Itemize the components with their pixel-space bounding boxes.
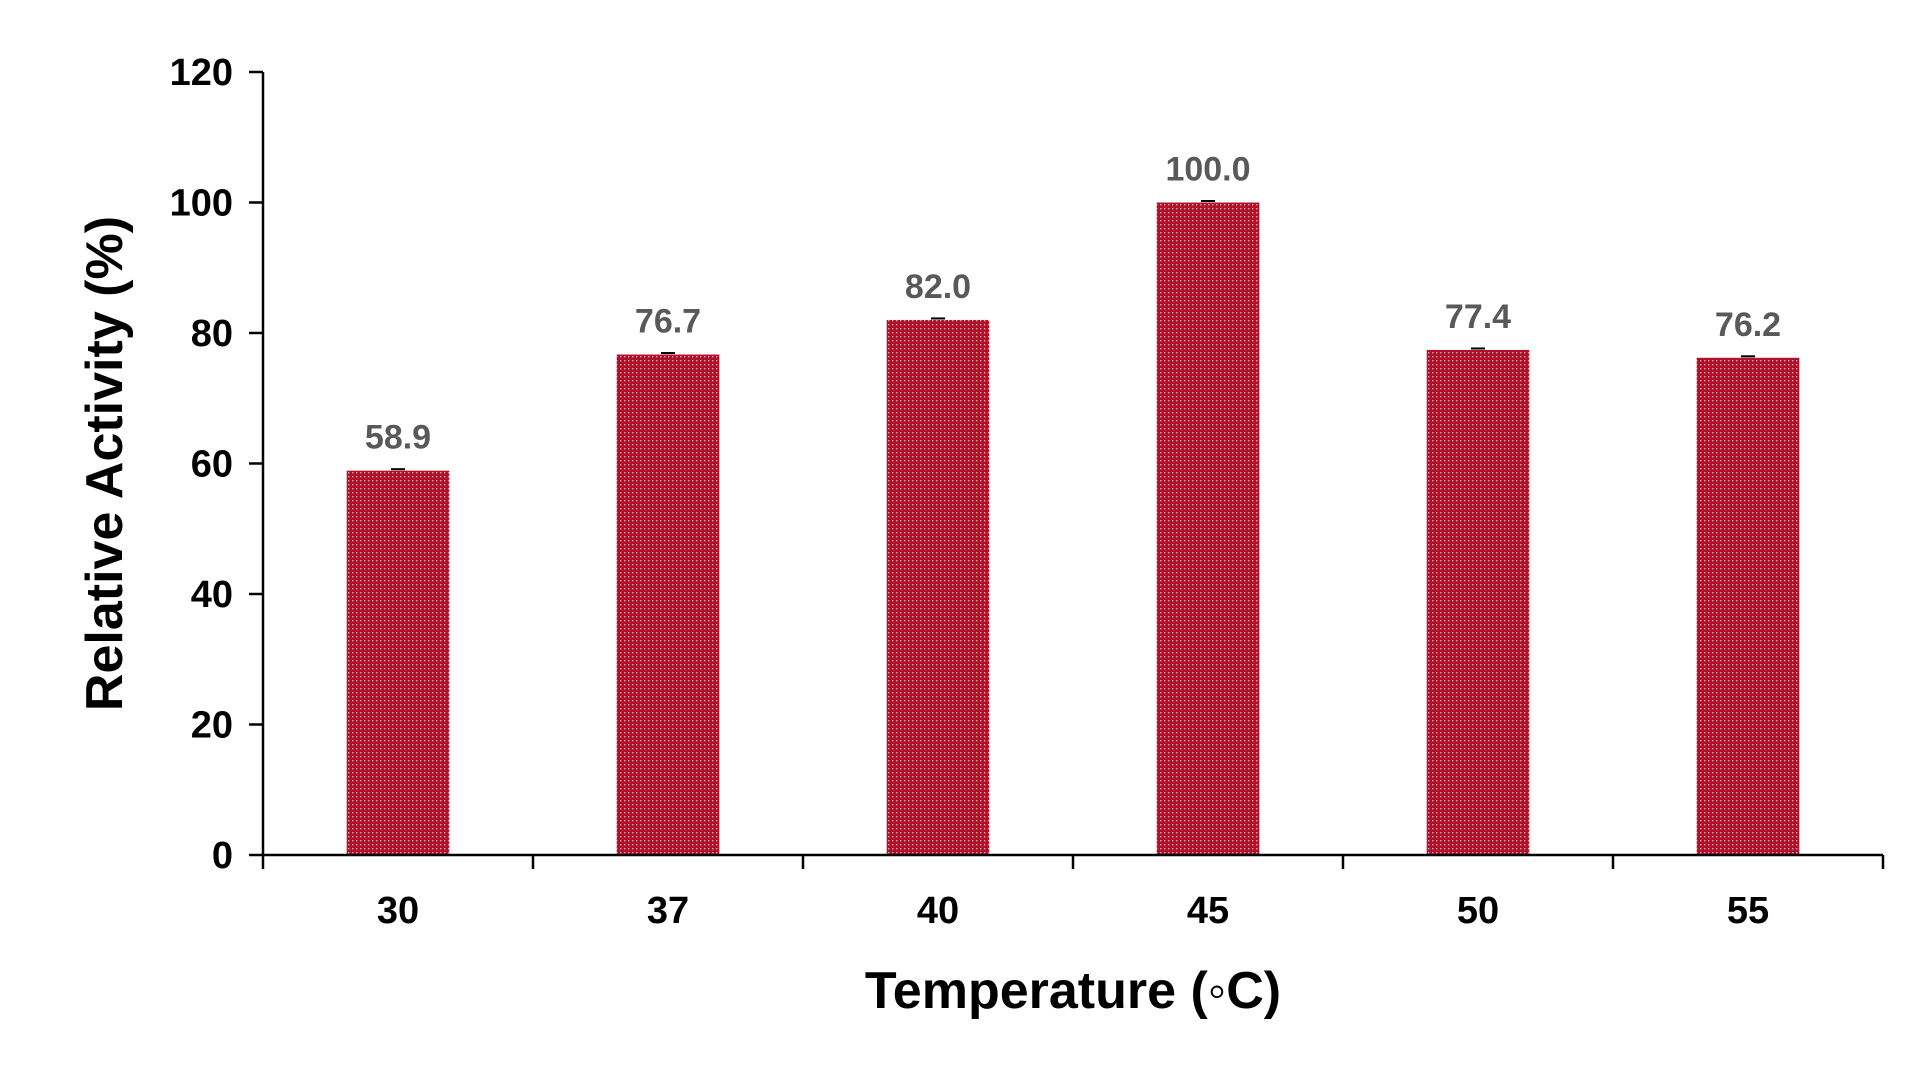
- x-tick-label: 55: [1727, 890, 1769, 932]
- data-label: 82.0: [905, 268, 971, 306]
- x-ticks-layer: 30 37 40 45 50 55: [261, 855, 1885, 932]
- axes-layer: [261, 72, 1883, 857]
- data-label: 58.9: [365, 419, 431, 457]
- y-tick-label: 60: [191, 444, 233, 486]
- data-label: 77.4: [1445, 298, 1511, 336]
- x-tick-label: 37: [647, 890, 689, 932]
- bar: [1426, 349, 1530, 855]
- x-tick-label: 40: [917, 890, 959, 932]
- bar: [346, 470, 450, 855]
- error-bars-layer: [391, 200, 1755, 471]
- x-tick-label: 50: [1457, 890, 1499, 932]
- y-tick-label: 100: [170, 183, 233, 225]
- data-label: 76.2: [1715, 306, 1781, 344]
- data-label: 100.0: [1165, 151, 1250, 189]
- y-tick-label: 40: [191, 574, 233, 616]
- x-axis-title: Temperature (◦C): [865, 962, 1281, 1020]
- bar: [1696, 357, 1800, 855]
- y-tick-label: 80: [191, 313, 233, 355]
- bars-layer: [346, 202, 1800, 855]
- x-tick-label: 30: [377, 890, 419, 932]
- data-labels-layer: 58.9 76.7 82.0 100.0 77.4 76.2: [365, 151, 1781, 457]
- y-tick-label: 20: [191, 705, 233, 747]
- bar: [616, 354, 720, 855]
- x-tick-label: 45: [1187, 890, 1229, 932]
- y-ticks-layer: 0 20 40 60 80 100 120: [170, 52, 263, 877]
- data-label: 76.7: [635, 303, 701, 341]
- y-axis-title: Relative Activity (%): [76, 216, 134, 711]
- bar: [886, 319, 990, 855]
- y-tick-label: 0: [212, 835, 233, 877]
- y-tick-label: 120: [170, 52, 233, 94]
- bar: [1156, 202, 1260, 855]
